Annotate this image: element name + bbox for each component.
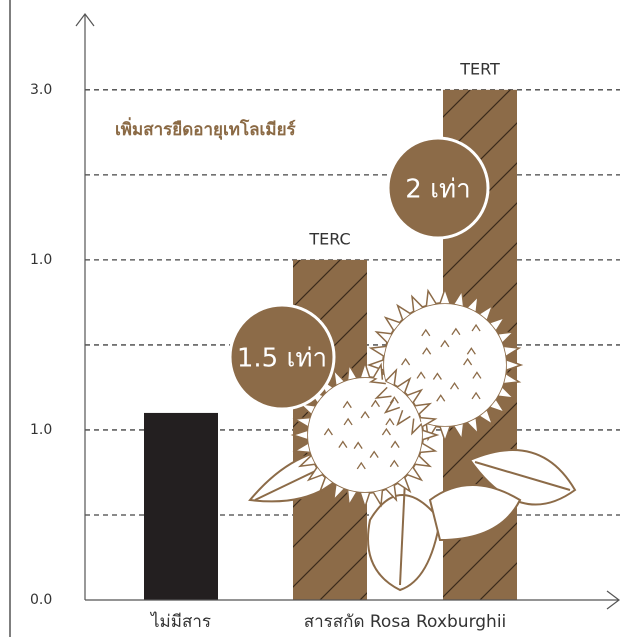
fruit-spike bbox=[420, 443, 435, 452]
fruit-spike bbox=[371, 346, 386, 356]
y-tick-label: 0.0 bbox=[30, 592, 52, 608]
bar-label: TERC bbox=[308, 229, 350, 248]
fruit-spike bbox=[373, 490, 382, 505]
y-tick-label: 1.0 bbox=[30, 422, 52, 438]
bar-label: TERT bbox=[459, 59, 500, 78]
chart: เพิ่มสารยืดอายุเทโลเมียร์ 0.0 1.0 1.0 3.0 ไม… bbox=[0, 0, 635, 637]
annotation-text: 1.5 เท่า bbox=[237, 344, 327, 374]
x-group-label: สารสกัด Rosa Roxburghii bbox=[304, 612, 507, 632]
x-group-label: ไม่มีสาร bbox=[149, 611, 211, 632]
fruit-spike bbox=[426, 291, 436, 306]
y-tick-label: 3.0 bbox=[30, 82, 52, 98]
bar bbox=[144, 413, 218, 600]
annotation-text: 2 เท่า bbox=[405, 175, 470, 205]
chart-title: เพิ่มสารยืดอายุเทโลเมียร์ bbox=[115, 117, 297, 140]
y-tick-label: 1.0 bbox=[30, 252, 52, 268]
